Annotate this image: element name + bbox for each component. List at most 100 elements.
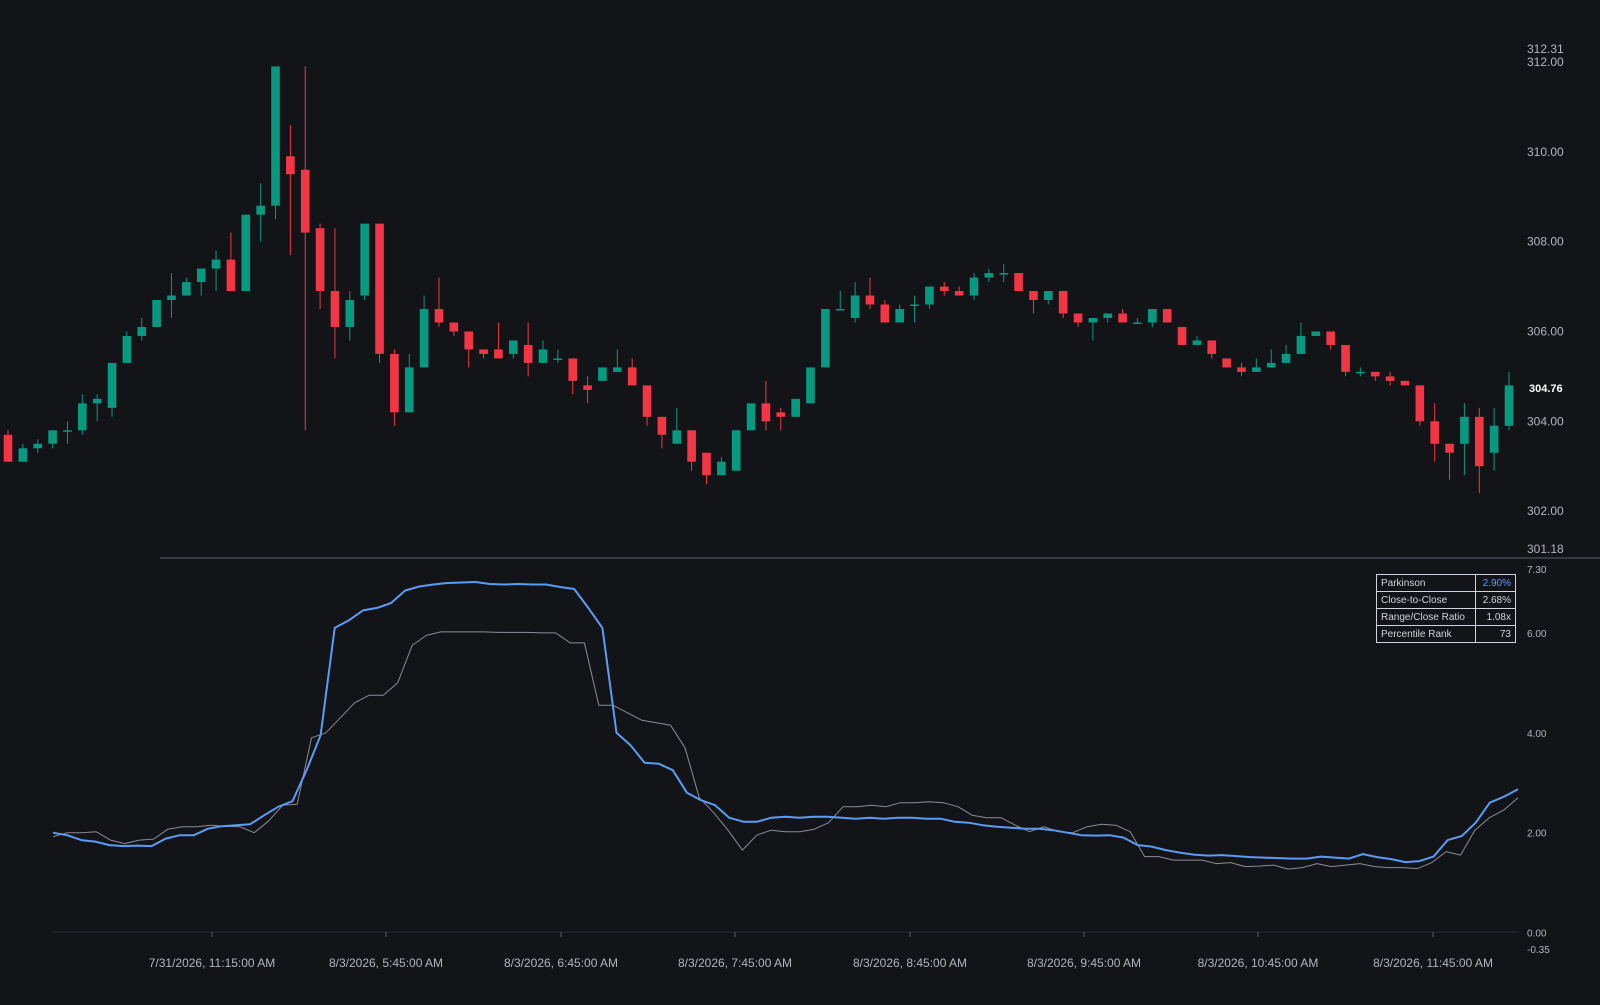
candle[interactable]: [717, 457, 726, 476]
candle[interactable]: [1252, 358, 1261, 372]
candle[interactable]: [390, 349, 399, 426]
candle[interactable]: [657, 416, 667, 449]
candle[interactable]: [865, 277, 875, 310]
candle[interactable]: [1370, 371, 1380, 381]
candle[interactable]: [464, 331, 474, 368]
candle[interactable]: [77, 394, 87, 435]
candle[interactable]: [1207, 340, 1217, 359]
candle[interactable]: [538, 340, 548, 363]
candle[interactable]: [345, 291, 355, 341]
candle[interactable]: [553, 349, 563, 363]
candle[interactable]: [286, 124, 295, 256]
candle[interactable]: [821, 309, 830, 368]
candle[interactable]: [1073, 313, 1083, 327]
candle[interactable]: [1266, 349, 1276, 368]
candle[interactable]: [1489, 407, 1499, 471]
candle[interactable]: [791, 398, 800, 417]
candle[interactable]: [999, 264, 1009, 283]
candle[interactable]: [1356, 367, 1365, 377]
candle[interactable]: [776, 407, 786, 431]
candle[interactable]: [107, 362, 117, 417]
candle[interactable]: [1474, 407, 1484, 494]
candle[interactable]: [300, 66, 310, 431]
candle[interactable]: [598, 367, 607, 381]
candle[interactable]: [63, 421, 72, 444]
candle[interactable]: [196, 268, 206, 296]
candle[interactable]: [969, 273, 979, 301]
candle[interactable]: [583, 376, 592, 404]
candle[interactable]: [404, 353, 414, 413]
candle[interactable]: [746, 403, 756, 431]
candle[interactable]: [1415, 385, 1425, 426]
volatility-axis[interactable]: 7.30 -0.35 6.00 4.00 2.00 0.00: [1527, 565, 1550, 956]
candle[interactable]: [895, 304, 904, 323]
candle[interactable]: [523, 322, 533, 377]
candle[interactable]: [182, 277, 191, 296]
candle[interactable]: [954, 286, 964, 296]
time-axis[interactable]: 7/31/2026, 11:15:00 AM 8/3/2026, 5:45:00 …: [149, 932, 1493, 970]
candle[interactable]: [835, 291, 845, 311]
candle[interactable]: [434, 277, 444, 327]
candle[interactable]: [48, 430, 57, 449]
candle[interactable]: [241, 214, 251, 292]
candle[interactable]: [613, 349, 622, 372]
price-axis[interactable]: 312.31 301.18 304.76 312.00 310.00 308.00 3…: [1527, 42, 1564, 556]
candle[interactable]: [731, 430, 741, 471]
candle[interactable]: [1192, 335, 1202, 345]
candle[interactable]: [939, 282, 949, 296]
candle[interactable]: [1445, 443, 1454, 480]
candle[interactable]: [1400, 380, 1410, 386]
candle[interactable]: [1148, 309, 1157, 327]
candle[interactable]: [33, 439, 43, 453]
candle[interactable]: [479, 349, 488, 359]
candle[interactable]: [1222, 358, 1231, 368]
candle[interactable]: [1326, 331, 1335, 350]
candle[interactable]: [226, 232, 236, 292]
candle[interactable]: [18, 443, 28, 462]
candle[interactable]: [449, 322, 459, 336]
candle[interactable]: [494, 322, 503, 359]
candle[interactable]: [1043, 291, 1053, 305]
candle[interactable]: [1296, 322, 1306, 354]
candle[interactable]: [672, 407, 682, 444]
candle[interactable]: [1118, 309, 1127, 323]
candle[interactable]: [1504, 371, 1514, 431]
candle[interactable]: [1177, 326, 1187, 345]
candle[interactable]: [984, 268, 994, 283]
candle[interactable]: [211, 250, 221, 292]
candle[interactable]: [1430, 403, 1440, 462]
candle[interactable]: [256, 183, 265, 242]
candle[interactable]: [152, 300, 161, 327]
candle[interactable]: [1029, 291, 1038, 314]
candle[interactable]: [315, 223, 325, 310]
candle[interactable]: [1311, 331, 1321, 336]
candle[interactable]: [1133, 317, 1142, 324]
candle[interactable]: [122, 331, 132, 363]
candle[interactable]: [1014, 273, 1023, 292]
candle[interactable]: [1460, 403, 1469, 476]
candle[interactable]: [137, 317, 147, 341]
candle[interactable]: [271, 66, 280, 220]
candle[interactable]: [880, 300, 890, 323]
candle[interactable]: [687, 430, 696, 471]
candle[interactable]: [419, 295, 429, 368]
candle[interactable]: [1385, 371, 1395, 386]
candle[interactable]: [360, 223, 369, 301]
candle[interactable]: [1103, 313, 1113, 323]
candle[interactable]: [761, 380, 771, 431]
candle[interactable]: [92, 394, 102, 422]
candle[interactable]: [1237, 362, 1246, 377]
candle[interactable]: [910, 295, 919, 323]
candle[interactable]: [375, 223, 384, 363]
candle[interactable]: [568, 358, 578, 395]
candle[interactable]: [806, 367, 815, 404]
candle[interactable]: [1341, 344, 1350, 377]
candle[interactable]: [702, 452, 711, 485]
candle[interactable]: [1058, 291, 1068, 318]
candle[interactable]: [1281, 344, 1291, 363]
candle[interactable]: [627, 358, 637, 386]
candle[interactable]: [167, 273, 176, 318]
candle[interactable]: [642, 385, 652, 426]
